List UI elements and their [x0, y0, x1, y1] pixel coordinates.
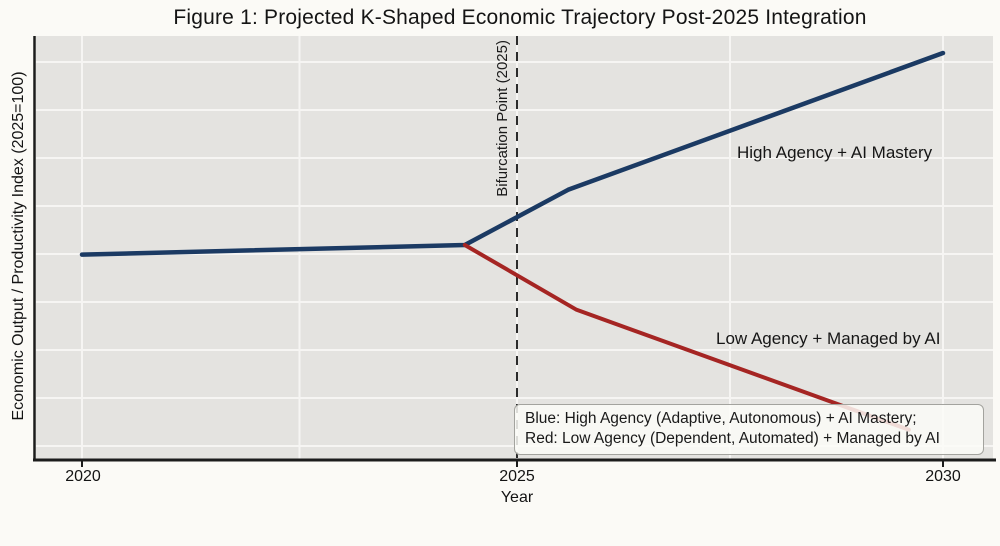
plot-area: [36, 36, 993, 459]
legend-note-line-red: Red: Low Agency (Dependent, Automated) +…: [525, 430, 940, 447]
low-agency-line: [462, 243, 911, 432]
x-tick-label-2020: 2020: [65, 468, 101, 485]
y-axis-label: Economic Output / Productivity Index (20…: [10, 71, 27, 421]
legend-note-line-blue: Blue: High Agency (Adaptive, Autonomous)…: [525, 410, 917, 427]
figure-title: Figure 1: Projected K-Shaped Economic Tr…: [173, 6, 867, 29]
x-axis-label: Year: [500, 489, 534, 506]
bifurcation-point-label: Bifurcation Point (2025): [494, 40, 511, 197]
high-agency-series-label: High Agency + AI Mastery: [737, 143, 933, 162]
x-tick-label-2025: 2025: [499, 468, 535, 485]
x-tick-label-2030: 2030: [925, 468, 961, 485]
high-agency-line: [79, 50, 946, 257]
low-agency-series-label: Low Agency + Managed by AI: [716, 329, 941, 348]
legend-note-box: Blue: High Agency (Adaptive, Autonomous)…: [514, 404, 984, 455]
